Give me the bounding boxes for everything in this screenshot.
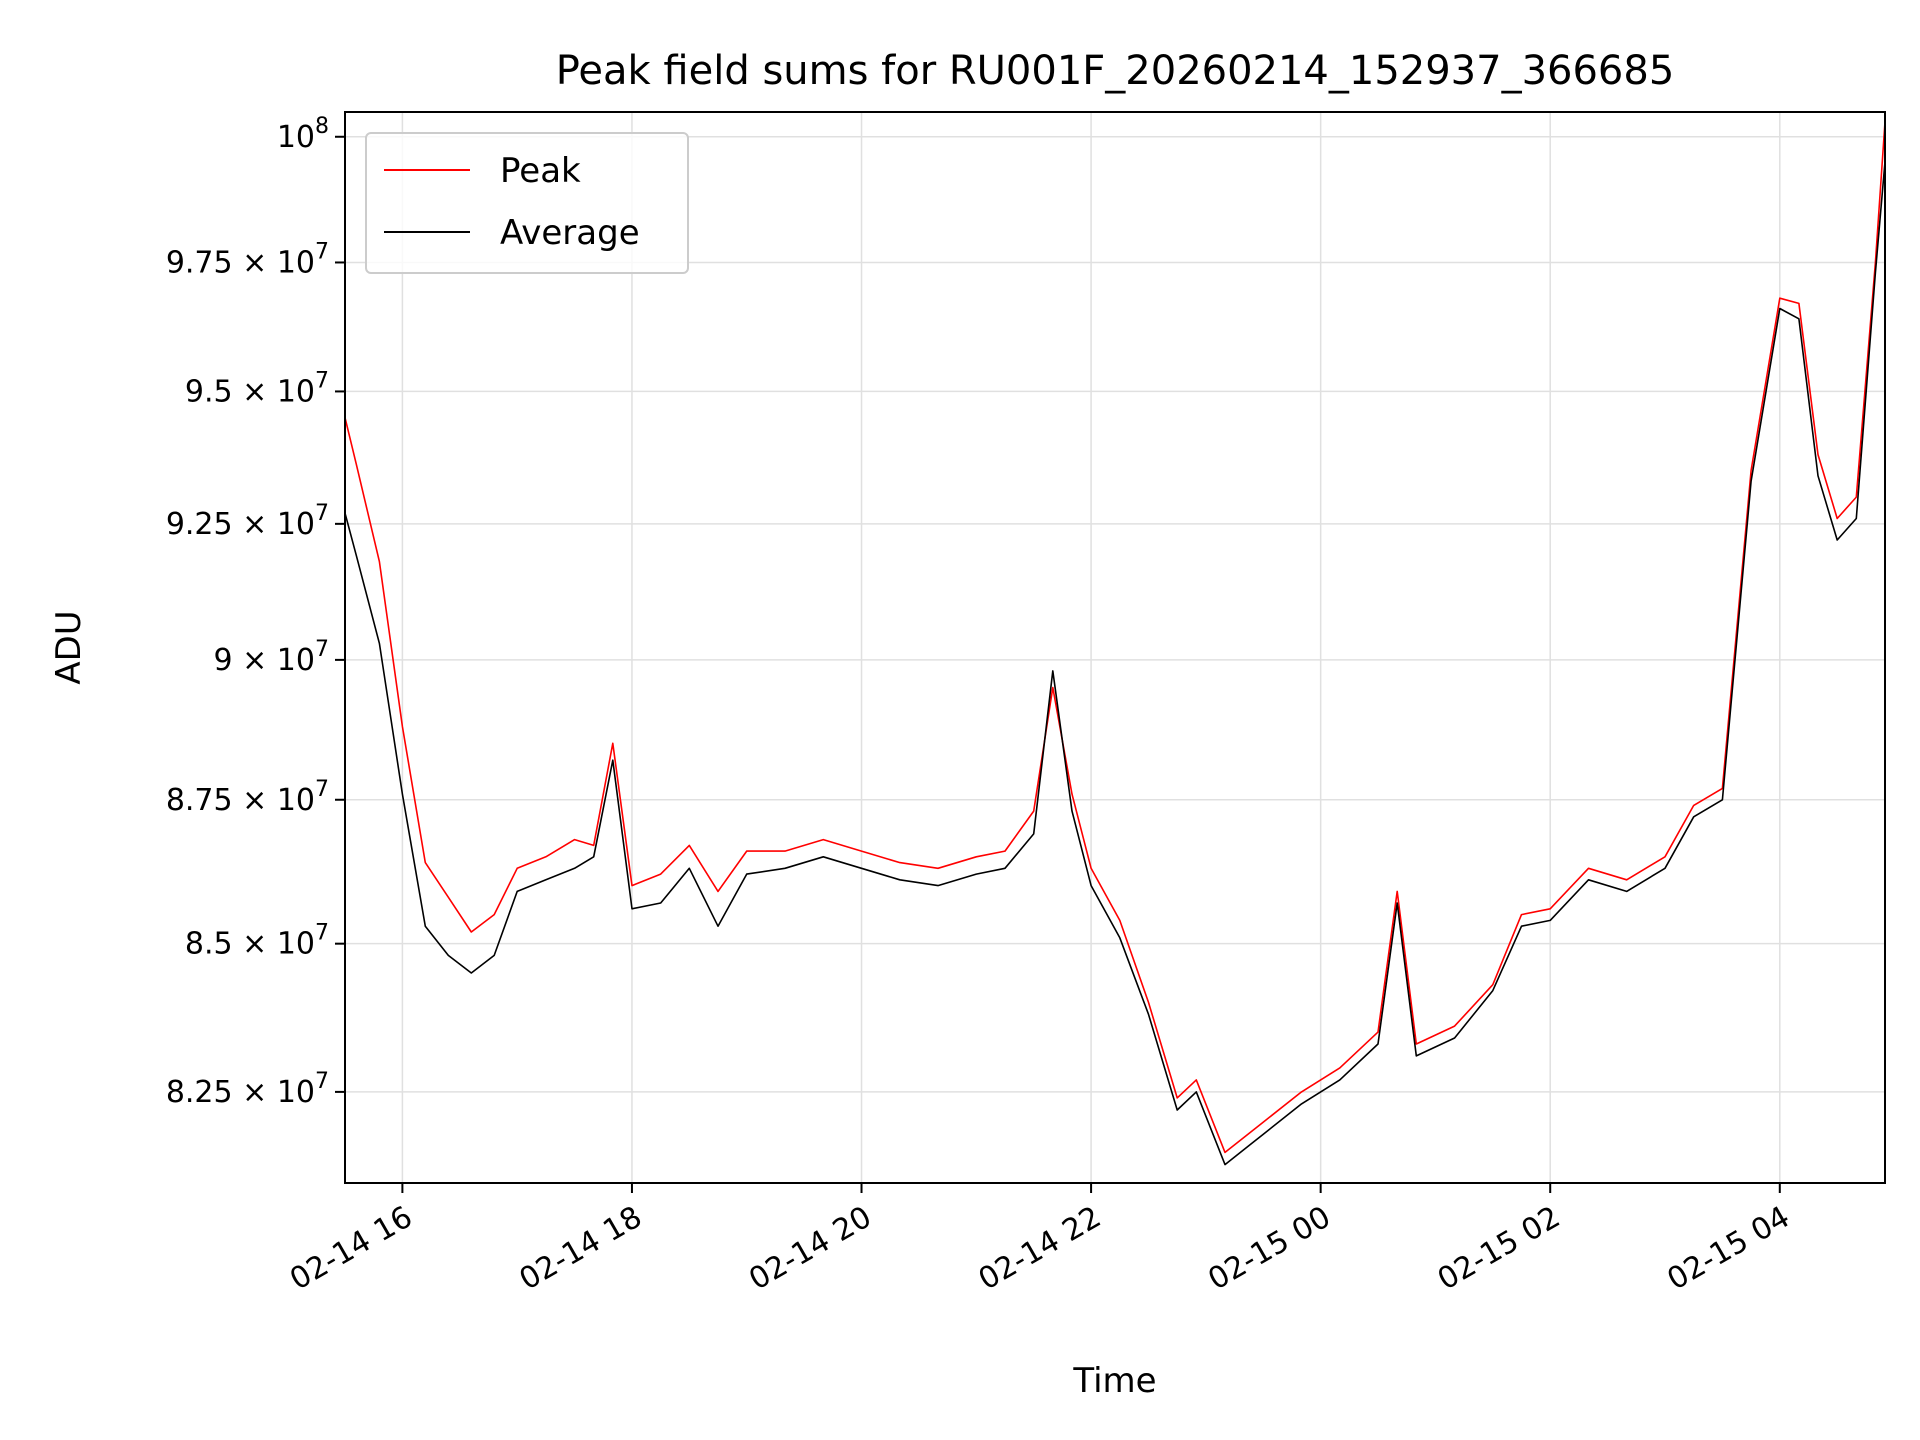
legend-box xyxy=(365,132,689,274)
legend-label-average: Average xyxy=(500,213,640,253)
y-tick-label: 8.25 × 107 xyxy=(166,1069,329,1110)
series-layer xyxy=(344,121,1886,1166)
y-axis-label: ADU xyxy=(49,610,89,684)
y-tick-label: 8.5 × 107 xyxy=(185,921,329,962)
legend-label-peak: Peak xyxy=(500,151,581,191)
chart-title: Peak field sums for RU001F_20260214_1529… xyxy=(556,48,1675,94)
x-axis-label: Time xyxy=(1072,1361,1156,1401)
gridlines xyxy=(345,112,1885,1183)
y-tick-label: 9 × 107 xyxy=(214,637,329,678)
legend: Peak Average xyxy=(365,132,689,274)
y-tick-label: 9.5 × 107 xyxy=(185,368,329,409)
series-line-average xyxy=(344,161,1886,1166)
y-tick-label: 108 xyxy=(277,114,329,155)
plot-frame xyxy=(344,111,1886,1184)
y-tick-label: 9.75 × 107 xyxy=(166,239,329,280)
series-line-peak xyxy=(344,121,1886,1154)
y-tick-label: 9.25 × 107 xyxy=(166,501,329,542)
y-tick-label: 8.75 × 107 xyxy=(166,777,329,818)
